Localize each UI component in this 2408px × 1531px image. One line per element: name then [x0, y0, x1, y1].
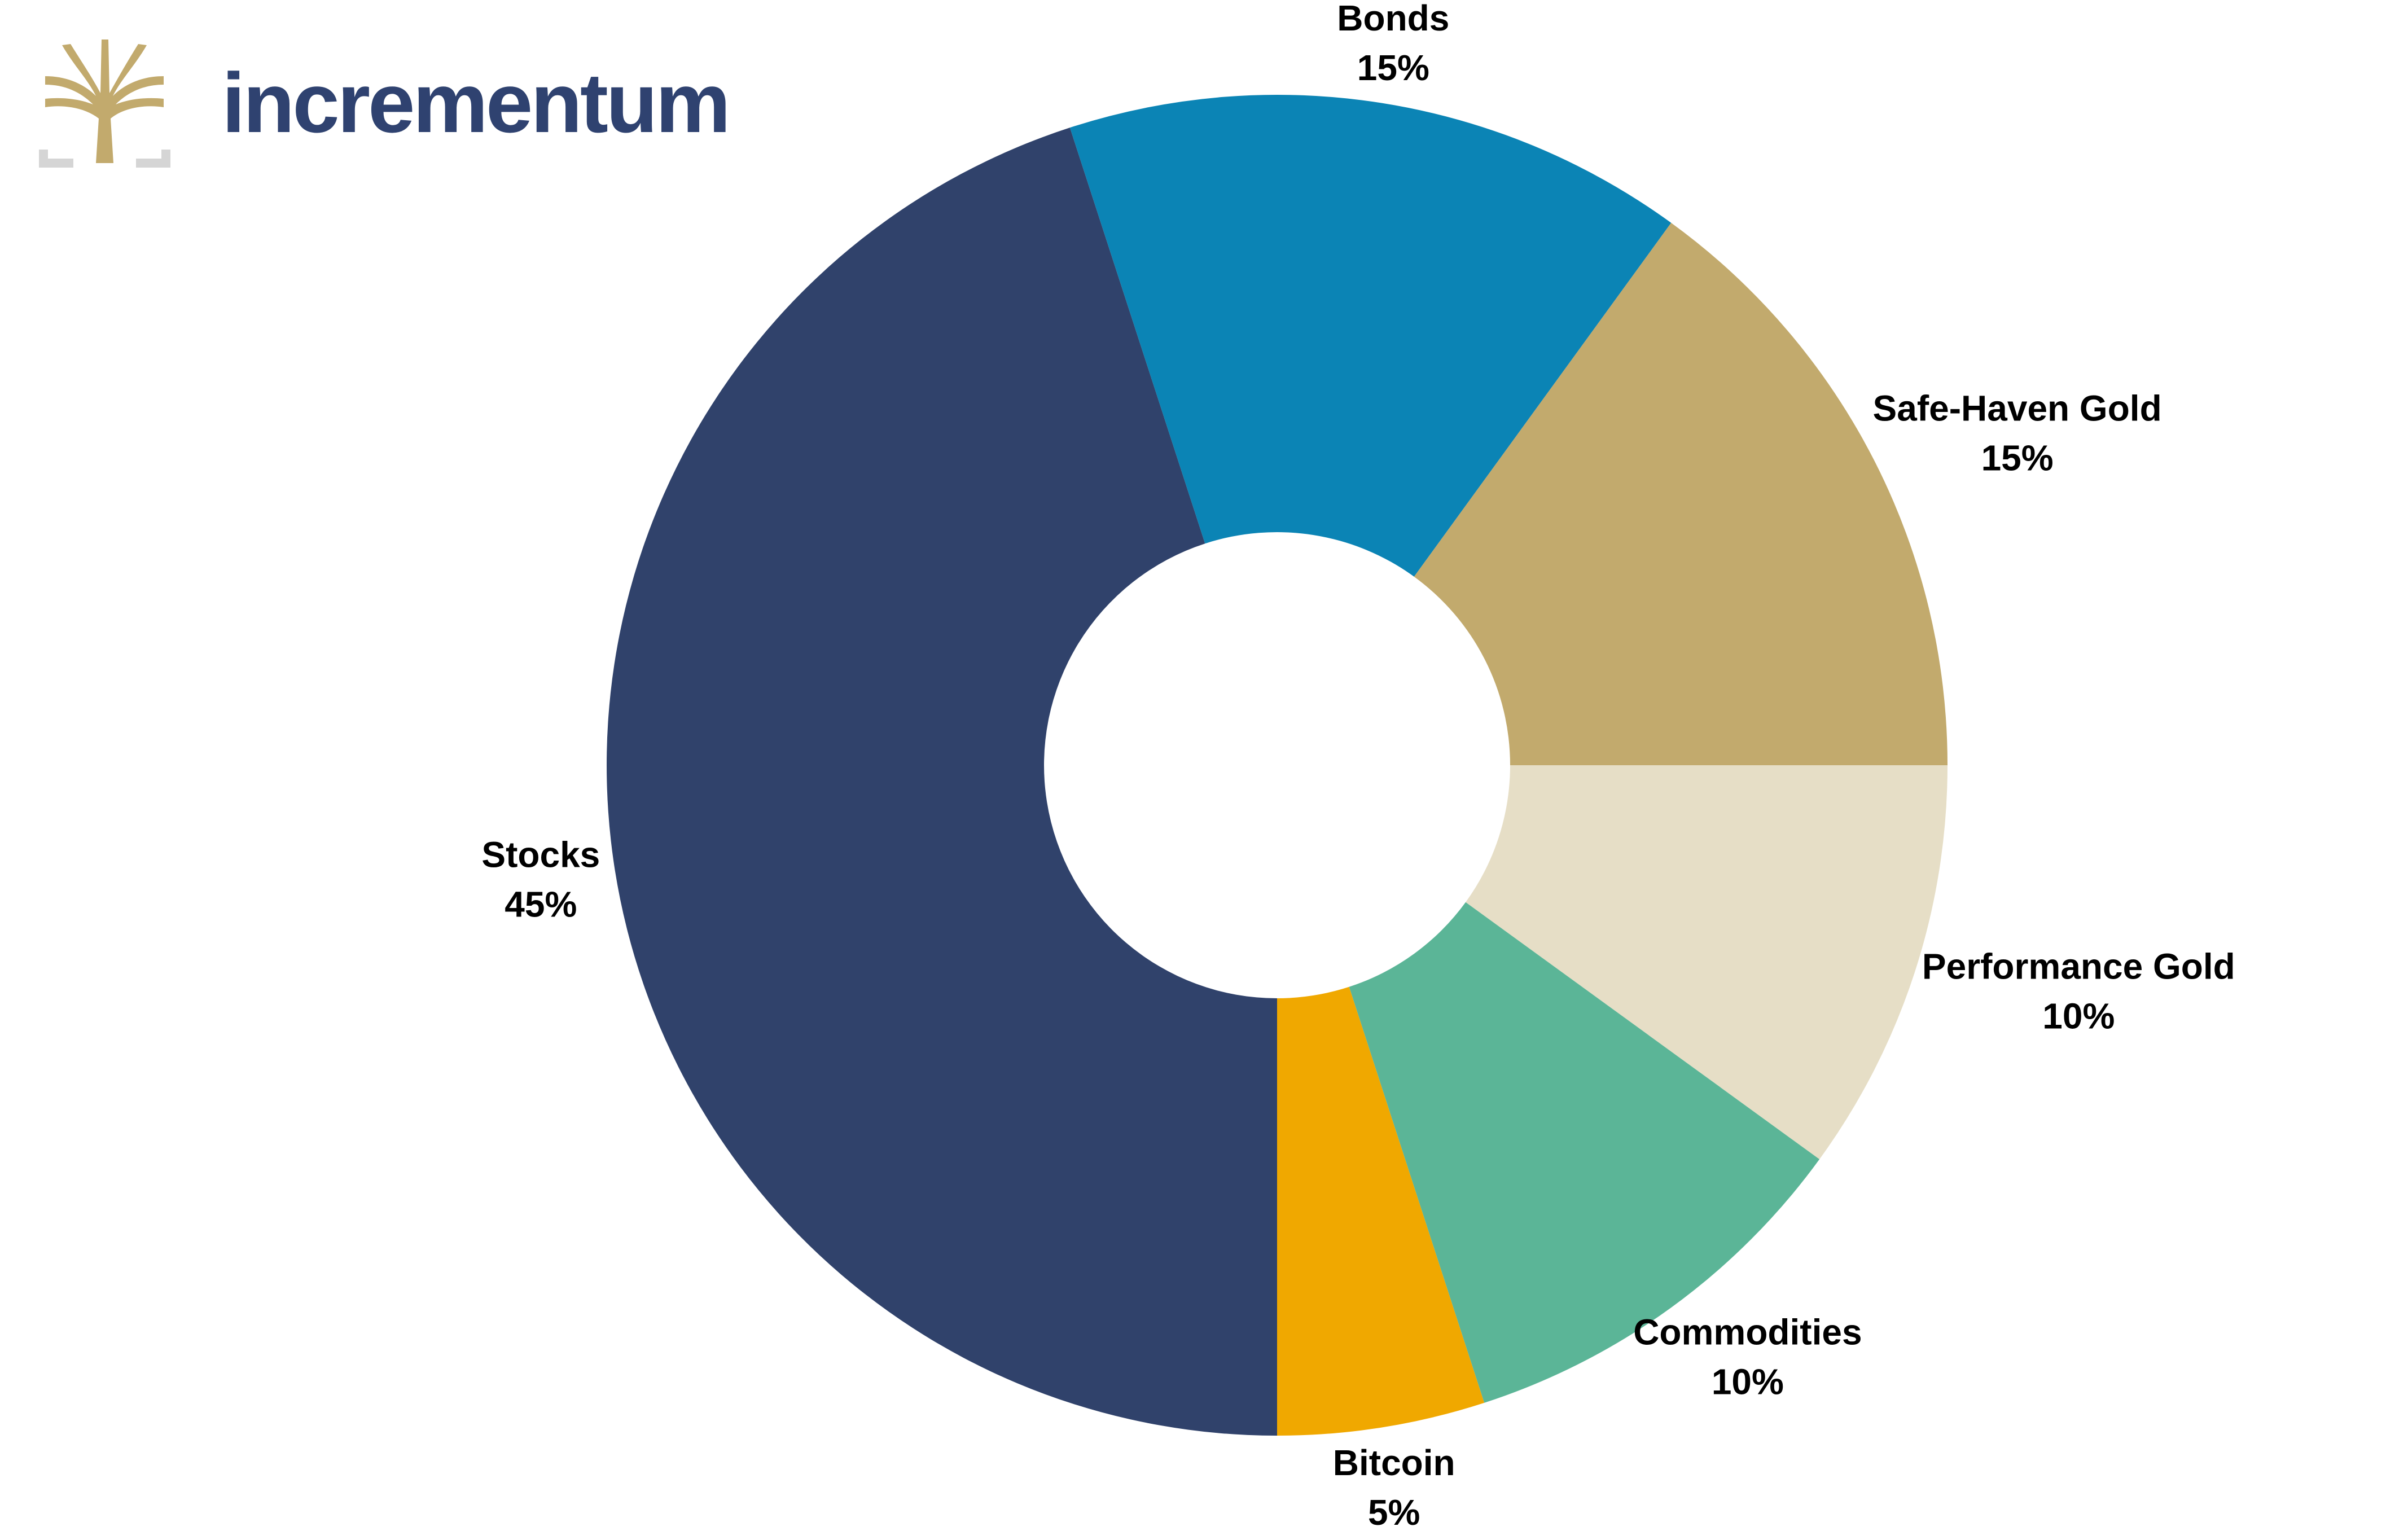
slice-label: Bitcoin 5% — [1333, 1442, 1455, 1531]
slice-label: Commodities 10% — [1633, 1311, 1862, 1402]
slice-label: Safe-Haven Gold 15% — [1873, 388, 2162, 479]
value-label: 10% — [1712, 1361, 1784, 1402]
slice-label: Stocks 45% — [481, 835, 600, 925]
slice — [1466, 765, 1948, 1160]
category-label: Bonds — [1337, 0, 1449, 38]
category-label: Performance Gold — [1922, 946, 2235, 986]
slice-label: Bonds 15% — [1337, 0, 1449, 88]
slice-label: Performance Gold 10% — [1922, 946, 2235, 1036]
logo-text: incrementum — [222, 55, 729, 150]
slice — [1277, 986, 1485, 1436]
value-label: 15% — [1981, 438, 2054, 479]
value-label: 15% — [1357, 47, 1429, 88]
slice — [1069, 95, 1672, 577]
category-label: Safe-Haven Gold — [1873, 388, 2162, 429]
value-label: 45% — [505, 884, 577, 925]
category-label: Commodities — [1633, 1311, 1862, 1352]
category-label: Bitcoin — [1333, 1442, 1455, 1483]
value-label: 5% — [1368, 1492, 1420, 1531]
category-label: Stocks — [481, 835, 600, 875]
logo-icon — [39, 40, 170, 168]
slice — [1414, 222, 1948, 765]
labels: Performance Gold 10% Commodities 10% Bitcoin… — [481, 0, 2235, 1531]
slice — [1349, 902, 1820, 1403]
value-label: 10% — [2042, 995, 2115, 1036]
slice — [606, 128, 1277, 1436]
slices — [606, 95, 1948, 1436]
